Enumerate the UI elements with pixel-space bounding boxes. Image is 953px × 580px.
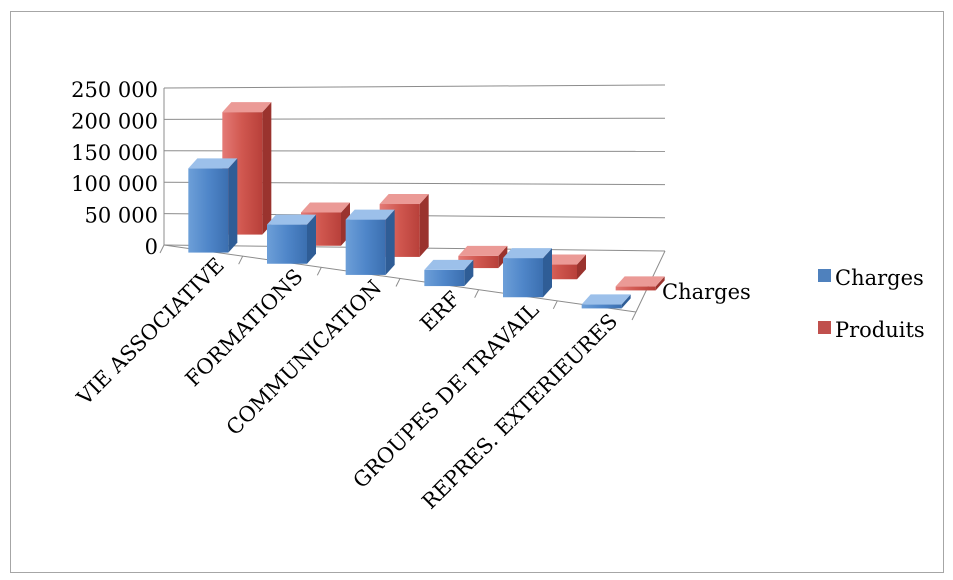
legend-item-charges: Charges <box>818 266 924 290</box>
y-tick-label-4: 200 000 <box>71 109 158 133</box>
category-label-vie-associative: VIE ASSOCIATIVE <box>72 253 229 410</box>
depth-axis-label: Charges <box>662 280 751 304</box>
x-tick-3 <box>395 278 401 287</box>
y-tick-label-1: 50 000 <box>85 204 158 228</box>
y-tick-label-2: 100 000 <box>71 172 158 196</box>
legend-label-produits: Produits <box>835 318 925 342</box>
gridline-5 <box>163 84 666 89</box>
legend-item-produits: Produits <box>818 318 925 342</box>
bar-charges-groupes-de-travail <box>503 248 552 298</box>
bar-charges-vie-associative <box>188 158 238 253</box>
chart-frame <box>10 11 944 573</box>
x-tick-2 <box>316 267 322 276</box>
bars-layer <box>188 102 665 309</box>
legend-label-charges: Charges <box>835 266 924 290</box>
y-axis-ticks: 0 50 000 100 000 150 000 200 000 250 000 <box>71 78 158 259</box>
category-label-repres-exterieures: REPRES. EXTERIEURES <box>417 309 622 514</box>
y-tick-label-3: 150 000 <box>71 141 158 165</box>
bar-charges-repres-exterieures <box>581 294 631 309</box>
y-tick-label-5: 250 000 <box>71 78 158 102</box>
x-tick-1 <box>238 255 244 265</box>
legend-swatch-produits <box>818 321 831 334</box>
legend-swatch-charges <box>818 269 831 282</box>
category-label-erf: ERF <box>416 287 465 336</box>
y-tick-label-0: 0 <box>145 235 158 259</box>
category-label-groupes-de-travail: GROUPES DE TRAVAIL <box>348 298 543 493</box>
bar-produits-repres-exterieures <box>615 276 665 291</box>
bar-charges-communication <box>345 209 395 275</box>
category-label-communication: COMMUNICATION <box>222 275 387 440</box>
bar-charges-formations <box>267 214 316 264</box>
x-tick-6 <box>631 311 637 321</box>
x-tick-0 <box>159 244 165 254</box>
bar-charges-erf <box>424 259 474 287</box>
legend: Charges Produits <box>818 266 925 342</box>
x-tick-5 <box>552 300 558 310</box>
x-tick-4 <box>474 289 480 298</box>
